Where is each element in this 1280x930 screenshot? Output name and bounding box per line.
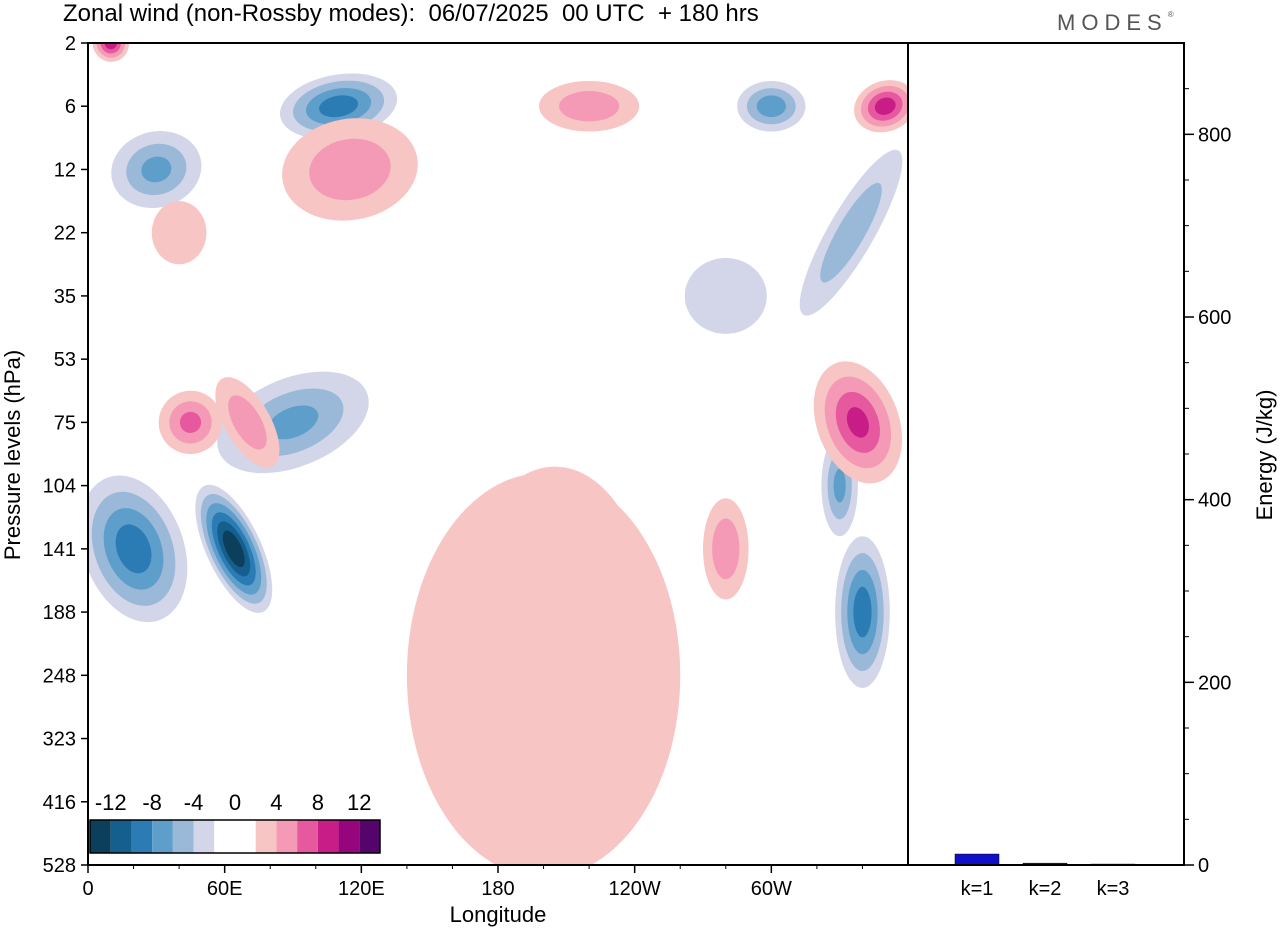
x-tick-label: 120W (609, 878, 661, 900)
contour-region (833, 468, 846, 503)
contour-region (141, 156, 172, 183)
colorbar-label: 8 (312, 790, 324, 815)
energy-bar (954, 853, 1000, 866)
x-tick-label: 60E (207, 878, 243, 900)
contour-region (104, 43, 117, 50)
contour-region (151, 201, 207, 265)
energy-panel: 0 200 400 600 800 k=1 k=2 k=3 (954, 88, 1231, 900)
contour-region (853, 586, 872, 638)
y-axis-title: Pressure levels (hPa) (0, 350, 25, 560)
contour-region (319, 95, 359, 118)
energy-tick-label: 800 (1198, 124, 1231, 146)
colorbar-swatch (338, 820, 360, 853)
colorbar-border (89, 819, 381, 854)
y-tick-label: 6 (65, 96, 76, 118)
y-tick-label: 141 (43, 539, 76, 561)
y-tick-label: 248 (43, 665, 76, 687)
colorbar-swatch (193, 820, 215, 853)
colorbar-swatch (359, 820, 380, 853)
contour-region (267, 405, 319, 440)
energy-tick-label: 200 (1198, 672, 1231, 694)
colorbar-swatch (110, 820, 132, 853)
y-tick-label: 528 (43, 855, 76, 877)
x-tick-label: 120E (338, 878, 385, 900)
y-tick-label: 22 (54, 223, 76, 245)
y-tick-label: 188 (43, 602, 76, 624)
colorbar-label: -4 (184, 790, 204, 815)
colorbar-label: -12 (95, 790, 127, 815)
x-tick-label: 60W (751, 878, 792, 900)
y-tick-label: 53 (54, 349, 76, 371)
colorbar-label: 4 (270, 790, 282, 815)
energy-category-label: k=3 (1097, 878, 1130, 900)
energy-tick-label: 600 (1198, 307, 1231, 329)
y-tick-label: 35 (54, 286, 76, 308)
colorbar-swatch (317, 820, 339, 853)
colorbar-swatch (131, 820, 153, 853)
y-tick-label: 75 (54, 412, 76, 434)
energy-category-label: k=2 (1029, 878, 1062, 900)
energy-category-label: k=1 (961, 878, 994, 900)
contour-region (115, 524, 152, 574)
contour-region (406, 473, 681, 865)
heatmap-field (88, 43, 908, 865)
y-tick-label: 416 (43, 792, 76, 814)
y-tick-label: 104 (43, 476, 76, 498)
colorbar-label: -8 (142, 790, 162, 815)
x-tick-label: 180 (481, 878, 514, 900)
colorbar-swatch (235, 820, 256, 853)
energy-tick-label: 400 (1198, 490, 1231, 512)
modes-logo: MODES® (1057, 10, 1174, 35)
colorbar-swatch (255, 820, 277, 853)
contour-region (179, 411, 202, 433)
x-axis-title: Longitude (450, 902, 547, 927)
contour-region (820, 182, 882, 283)
energy-axis-title: Energy (J/kg) (1252, 390, 1277, 521)
energy-frame (907, 42, 1185, 866)
x-tick-label: 0 (82, 878, 93, 900)
y-tick-label: 2 (65, 33, 76, 55)
y-tick-label: 12 (54, 159, 76, 181)
contour-region (846, 407, 869, 438)
colorbar-swatch (152, 820, 173, 853)
colorbar-swatch (276, 820, 298, 853)
colorbar-swatch (172, 820, 194, 853)
colorbar-label: 12 (347, 790, 371, 815)
contour-region (228, 539, 240, 559)
colorbar-label: 0 (229, 790, 241, 815)
x-axis: 0 60E 120E 180 120W 60W (82, 865, 863, 900)
contour-region (756, 95, 786, 118)
colorbar-swatch (90, 820, 111, 853)
contour-region (559, 91, 620, 122)
y-tick-label: 323 (43, 729, 76, 751)
energy-tick-label: 0 (1198, 855, 1209, 877)
chart-title: Zonal wind (non-Rossby modes): 06/07/202… (63, 0, 759, 27)
contour-region (712, 518, 740, 580)
y-axis: 2 6 12 22 35 53 75 104 141 188 248 323 416 528 (43, 33, 88, 877)
contour-region (309, 138, 391, 201)
contour-region (684, 257, 767, 334)
contour-region (228, 395, 267, 450)
colorbar-swatch (214, 820, 235, 853)
contour-region (874, 97, 896, 115)
colorbar-swatch (297, 820, 318, 853)
colorbar: -12 -8 -4 0 4 8 12 (89, 790, 381, 854)
